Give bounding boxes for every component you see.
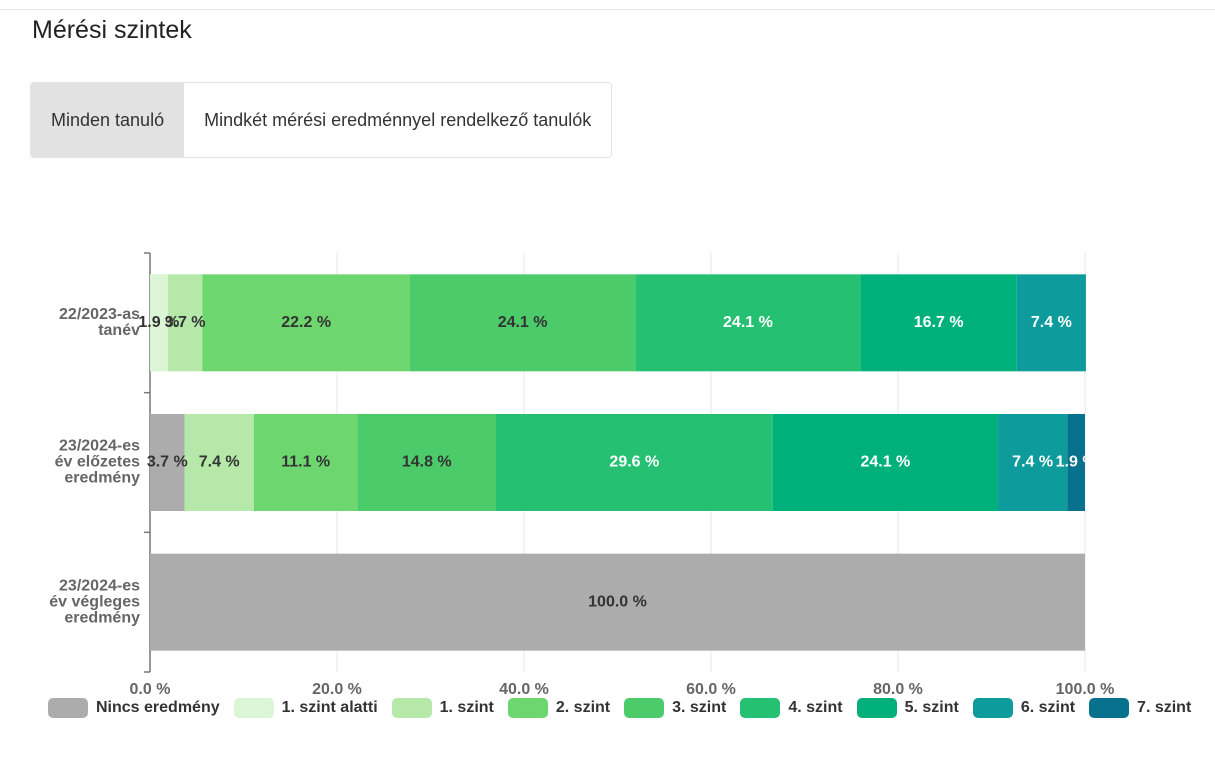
x-tick-label: 40.0 % [499, 681, 549, 698]
legend-label: 1. szint [439, 699, 494, 716]
legend-label: 4. szint [788, 699, 843, 716]
y-tick-label: 23/2024-es [59, 577, 140, 594]
value-label: 3.7 % [165, 314, 206, 331]
bar-segment [635, 274, 861, 372]
legend: Nincs eredmény 1. szint alatti 1. szint 2. … [48, 698, 1208, 718]
legend-item[interactable]: 1. szint [391, 698, 494, 718]
section-title: Mérési szintek [32, 16, 192, 44]
value-label: 29.6 % [609, 454, 659, 471]
bar-segment [1016, 274, 1086, 372]
legend-label: 6. szint [1020, 699, 1076, 716]
bar-segment [998, 414, 1068, 511]
value-label: 1.9 % [138, 314, 179, 331]
bar-segment [150, 553, 1085, 651]
y-tick-label: 23/2024-es [59, 438, 140, 455]
value-label: 100.0 % [588, 593, 647, 610]
value-label: 7.4 % [1012, 454, 1053, 471]
y-tick-label: év végleges [49, 593, 140, 610]
bar-segment [1067, 414, 1085, 511]
legend-item[interactable]: 4. szint [740, 698, 843, 718]
value-label: 14.8 % [402, 454, 452, 471]
value-label: 24.1 % [723, 314, 773, 331]
legend-item[interactable]: 6. szint [972, 698, 1076, 718]
value-label: 7.4 % [1031, 314, 1072, 331]
legend-swatch [856, 698, 897, 718]
bar-segment [357, 414, 496, 511]
legend-swatch [972, 698, 1013, 718]
bar-segment [184, 414, 254, 511]
bar-segment [167, 274, 203, 372]
tab[interactable]: Minden tanuló [31, 83, 185, 157]
value-label: 11.1 % [281, 454, 330, 471]
legend-label: Nincs eredmény [96, 699, 220, 716]
legend-label: 2. szint [555, 699, 611, 716]
bar-segment [150, 414, 185, 511]
value-label: 7.4 % [199, 454, 240, 471]
legend-label: 3. szint [672, 699, 727, 716]
legend-swatch [1089, 698, 1130, 718]
bar-segment [860, 274, 1017, 372]
legend-label: 1. szint alatti [281, 699, 378, 716]
legend-item[interactable]: 2. szint [507, 698, 611, 718]
y-tick-label: eredmény [64, 609, 140, 626]
value-label: 22.2 % [281, 314, 331, 331]
legend-label: 7. szint [1137, 699, 1192, 716]
x-tick-label: 0.0 % [130, 681, 171, 698]
value-label: 24.1 % [498, 314, 548, 331]
bar-segment [772, 414, 999, 511]
tab-group: Minden tanuló Mindkét mérési eredménnyel… [30, 82, 613, 158]
legend-swatch [233, 698, 274, 718]
value-label: 24.1 % [860, 454, 910, 471]
value-label: 3.7 % [147, 454, 188, 471]
bar-segment [495, 414, 773, 511]
x-tick-label: 20.0 % [312, 681, 362, 698]
legend-swatch [48, 698, 88, 718]
bar-segment [150, 274, 168, 372]
bar-segment [202, 274, 410, 372]
bar-segment [253, 414, 358, 511]
tab[interactable]: Mindkét mérési eredménnyel rendelkező ta… [204, 109, 592, 130]
bar-segment [409, 274, 636, 372]
legend-item[interactable]: 1. szint alatti [233, 698, 378, 718]
legend-swatch [391, 698, 432, 718]
divider [0, 9, 1215, 10]
value-label: 1.9 % [1056, 454, 1097, 471]
y-tick-label: év előzetes [55, 454, 140, 471]
legend-item[interactable]: 3. szint [624, 698, 726, 718]
legend-swatch [507, 698, 548, 718]
x-tick-label: 80.0 % [873, 681, 923, 698]
chart: 0.0 % 20.0 % 40.0 % 60.0 % 80.0 % 100.0 % 22/2… [49, 252, 1115, 698]
legend-item[interactable]: 7. szint [1089, 698, 1191, 718]
value-label: 16.7 % [914, 314, 964, 331]
legend-item[interactable]: 5. szint [856, 698, 959, 718]
y-tick-label: 22/2023-as [59, 306, 140, 323]
y-tick-label: eredmény [64, 470, 140, 487]
legend-label: 5. szint [904, 699, 959, 716]
y-tick-label: tanév [98, 322, 140, 339]
x-tick-label: 100.0 % [1056, 681, 1115, 698]
x-tick-label: 60.0 % [686, 681, 736, 698]
legend-swatch [740, 698, 781, 718]
legend-swatch [624, 698, 665, 718]
legend-item[interactable]: Nincs eredmény [48, 698, 220, 718]
